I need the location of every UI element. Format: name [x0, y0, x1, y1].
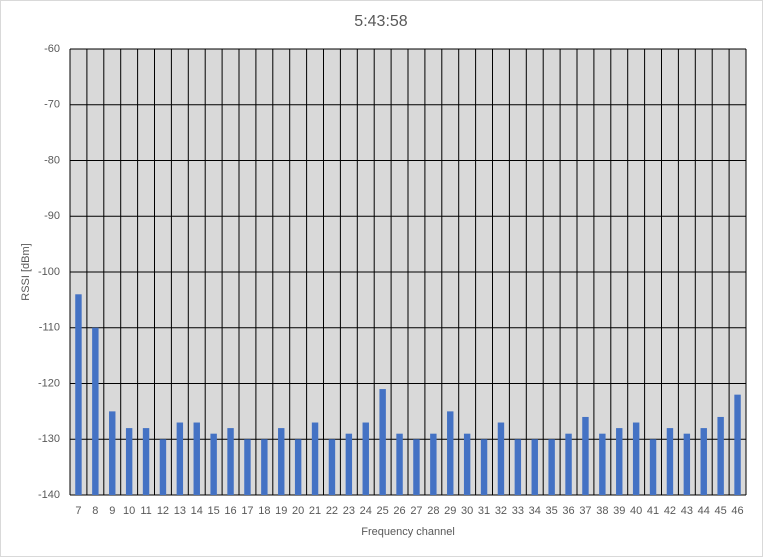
y-tick-label: -60: [44, 43, 60, 55]
x-tick-label: 39: [613, 505, 625, 517]
x-tick-label: 24: [360, 505, 372, 517]
x-tick-label: 44: [698, 505, 710, 517]
x-tick-label: 10: [123, 505, 135, 517]
x-tick-label: 27: [410, 505, 422, 517]
bar: [514, 439, 522, 495]
y-tick-label: -100: [38, 266, 60, 278]
x-tick-label: 45: [715, 505, 727, 517]
x-tick-label: 35: [546, 505, 558, 517]
bar: [463, 433, 471, 495]
x-tick-label: 23: [343, 505, 355, 517]
bar: [734, 394, 741, 495]
x-tick-label: 8: [92, 505, 98, 517]
x-tick-label: 36: [562, 505, 574, 517]
bar: [666, 428, 674, 495]
x-tick-label: 19: [275, 505, 287, 517]
y-tick-label: -120: [38, 377, 60, 389]
bar: [227, 428, 234, 495]
x-tick-label: 30: [461, 505, 473, 517]
bar: [75, 294, 82, 495]
bar: [582, 416, 589, 495]
bar: [683, 433, 691, 495]
bar: [345, 433, 353, 495]
bar: [176, 422, 184, 495]
x-tick-label: 43: [681, 505, 693, 517]
bar: [294, 439, 302, 495]
x-axis-label: Frequency channel: [361, 526, 455, 538]
bar: [210, 433, 217, 495]
bar: [531, 439, 538, 495]
x-tick-label: 9: [109, 505, 115, 517]
x-tick-label: 41: [647, 505, 659, 517]
x-tick-label: 18: [258, 505, 270, 517]
bar: [430, 433, 437, 495]
bar: [244, 439, 251, 495]
x-tick-label: 12: [157, 505, 169, 517]
x-tick-label: 32: [495, 505, 507, 517]
bar: [311, 422, 319, 495]
x-tick-label: 13: [174, 505, 186, 517]
bar: [565, 433, 572, 495]
bar: [700, 428, 707, 495]
x-tick-label: 25: [377, 505, 389, 517]
bar: [548, 439, 555, 495]
bar: [717, 416, 724, 495]
x-tick-label: 37: [579, 505, 591, 517]
bar: [480, 439, 488, 495]
bar: [125, 428, 133, 495]
bar: [109, 411, 116, 495]
bar: [159, 439, 167, 495]
x-tick-label: 40: [630, 505, 642, 517]
bar: [396, 433, 403, 495]
x-tick-label: 16: [224, 505, 236, 517]
y-tick-label: -130: [38, 433, 60, 445]
x-tick-label: 17: [241, 505, 253, 517]
x-tick-label: 11: [140, 505, 151, 517]
x-tick-label: 33: [512, 505, 524, 517]
bar: [278, 428, 285, 495]
bar: [599, 433, 606, 495]
x-tick-label: 38: [596, 505, 608, 517]
bar: [362, 422, 369, 495]
x-tick-label: 26: [393, 505, 405, 517]
x-tick-label: 14: [191, 505, 203, 517]
x-tick-label: 34: [529, 505, 541, 517]
bar: [616, 428, 623, 495]
x-tick-label: 42: [664, 505, 676, 517]
bar: [328, 439, 336, 495]
x-tick-label: 22: [326, 505, 338, 517]
x-tick-label: 29: [444, 505, 456, 517]
bar: [193, 422, 200, 495]
y-tick-label: -110: [39, 322, 60, 334]
x-tick-label: 28: [427, 505, 439, 517]
bar: [142, 428, 150, 495]
x-tick-label: 15: [208, 505, 220, 517]
bar: [261, 439, 268, 495]
x-tick-label: 20: [292, 505, 304, 517]
y-tick-label: -90: [44, 210, 60, 222]
x-tick-label: 7: [75, 505, 81, 517]
y-tick-label: -70: [44, 99, 60, 111]
bar: [413, 439, 420, 495]
bar: [632, 422, 640, 495]
bar: [447, 411, 454, 495]
y-axis-label: RSSI [dBm]: [20, 243, 32, 300]
y-tick-label: -140: [38, 489, 60, 501]
bar: [379, 389, 386, 495]
chart-title: 5:43:58: [354, 13, 407, 30]
bar: [649, 439, 657, 495]
y-tick-label: -80: [44, 154, 60, 166]
x-tick-label: 31: [478, 505, 490, 517]
bar: [92, 327, 99, 495]
x-tick-label: 46: [731, 505, 743, 517]
bar: [497, 422, 505, 495]
x-tick-label: 21: [309, 505, 321, 517]
